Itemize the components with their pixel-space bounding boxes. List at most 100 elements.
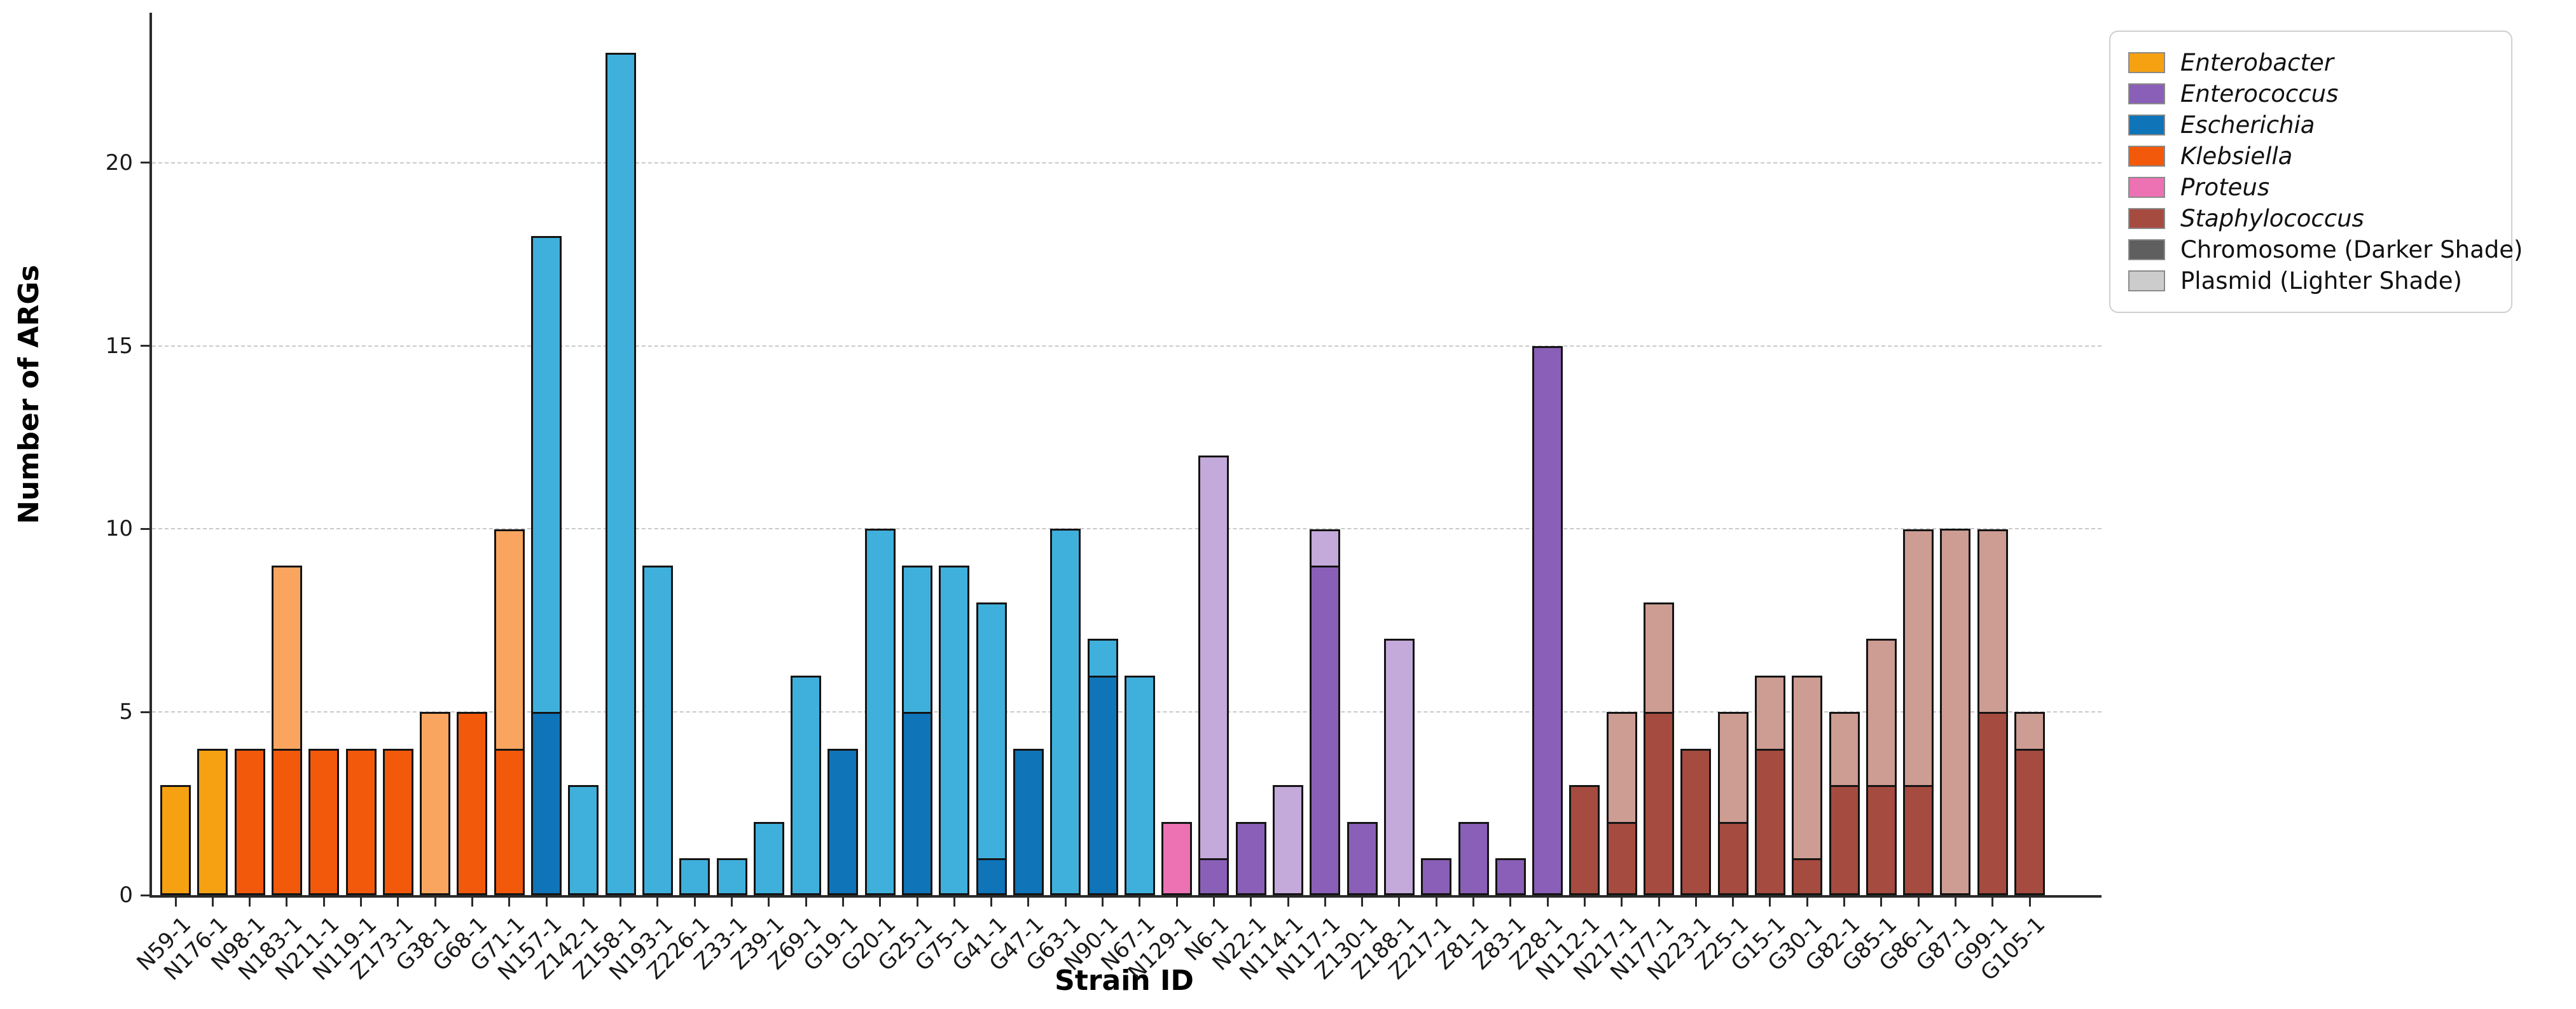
legend-label-escherichia: Escherichia <box>2180 111 2315 139</box>
x-tick-mark-N98-1 <box>249 898 251 907</box>
y-tick-label-15: 15 <box>105 333 133 359</box>
bar-Z173-1 <box>382 13 413 895</box>
y-tick-mark-15 <box>141 345 149 347</box>
bar-G47-1-chromosome <box>1013 748 1044 895</box>
bar-N183-1-plasmid <box>271 566 302 751</box>
y-tick-mark-5 <box>141 711 149 713</box>
x-tick-mark-N223-1 <box>1694 898 1697 907</box>
x-tick-mark-Z81-1 <box>1472 898 1474 907</box>
legend-item-enterococcus: Enterococcus <box>2128 78 2493 109</box>
bar-Z130-1-chromosome <box>1347 821 1378 895</box>
x-tick-mark-N193-1 <box>656 898 659 907</box>
x-tick-mark-G30-1 <box>1806 898 1808 907</box>
x-tick-mark-N176-1 <box>211 898 214 907</box>
x-tick-mark-G85-1 <box>1880 898 1883 907</box>
bar-Z217-1 <box>1421 13 1452 895</box>
legend-swatch-chromosome <box>2128 239 2165 260</box>
legend-swatch-enterobacter <box>2128 52 2165 73</box>
bar-G15-1-plasmid <box>1754 675 1785 751</box>
bar-G41-1-plasmid <box>976 602 1007 861</box>
bar-N59-1 <box>160 13 191 895</box>
legend-swatch-staphylococcus <box>2128 208 2165 229</box>
y-tick-label-5: 5 <box>119 699 133 725</box>
x-tick-mark-G41-1 <box>990 898 993 907</box>
bar-N119-1 <box>345 13 377 895</box>
y-tick-mark-20 <box>141 162 149 164</box>
x-tick-mark-Z173-1 <box>397 898 399 907</box>
bar-N157-1-chromosome <box>531 712 562 895</box>
x-tick-mark-G68-1 <box>471 898 473 907</box>
bar-Z158-1-plasmid <box>605 53 636 895</box>
x-tick-mark-N129-1 <box>1175 898 1178 907</box>
x-tick-mark-Z39-1 <box>768 898 770 907</box>
bar-G82-1-plasmid <box>1829 712 1860 788</box>
bar-G68-1-chromosome <box>457 712 488 895</box>
gridline-15 <box>152 345 2102 347</box>
x-tick-mark-G15-1 <box>1769 898 1771 907</box>
x-tick-mark-Z158-1 <box>620 898 622 907</box>
x-tick-mark-G20-1 <box>879 898 882 907</box>
legend-item-proteus: Proteus <box>2128 172 2493 203</box>
bar-N183-1 <box>271 13 302 895</box>
x-tick-mark-N112-1 <box>1583 898 1586 907</box>
bar-N119-1-chromosome <box>345 748 377 895</box>
x-tick-mark-N67-1 <box>1139 898 1141 907</box>
legend-label-enterobacter: Enterobacter <box>2180 49 2334 76</box>
bar-Z25-1-plasmid <box>1717 712 1748 824</box>
bar-G86-1-chromosome <box>1903 785 1934 895</box>
x-tick-mark-Z28-1 <box>1546 898 1549 907</box>
x-tick-mark-G99-1 <box>1991 898 1994 907</box>
x-tick-mark-N119-1 <box>360 898 362 907</box>
bar-N211-1-chromosome <box>308 748 340 895</box>
y-tick-label-10: 10 <box>105 516 133 542</box>
gridline-20 <box>152 162 2102 164</box>
bar-Z33-1-plasmid <box>716 858 747 895</box>
bar-Z25-1-chromosome <box>1717 821 1748 895</box>
bar-G30-1-plasmid <box>1792 675 1823 861</box>
bar-Z130-1 <box>1347 13 1378 895</box>
y-tick-label-0: 0 <box>119 882 133 908</box>
x-tick-mark-Z25-1 <box>1732 898 1735 907</box>
bar-N114-1-plasmid <box>1273 785 1303 895</box>
bar-N193-1 <box>642 13 673 895</box>
legend-swatch-escherichia <box>2128 115 2165 136</box>
bar-G75-1 <box>939 13 970 895</box>
x-axis-title: Strain ID <box>1055 964 1194 997</box>
x-tick-mark-G71-1 <box>508 898 511 907</box>
x-tick-mark-Z142-1 <box>582 898 585 907</box>
bar-Z188-1-plasmid <box>1383 639 1415 895</box>
legend-label-enterococcus: Enterococcus <box>2180 80 2339 108</box>
legend-item-chromosome: Chromosome (Darker Shade) <box>2128 234 2523 265</box>
x-tick-mark-G38-1 <box>434 898 436 907</box>
bar-G105-1-chromosome <box>2014 748 2045 895</box>
x-tick-mark-Z33-1 <box>731 898 733 907</box>
legend-label-staphylococcus: Staphylococcus <box>2180 205 2364 232</box>
bar-Z83-1 <box>1495 13 1526 895</box>
bar-G99-1-plasmid <box>1977 529 2008 714</box>
x-tick-mark-Z226-1 <box>693 898 696 907</box>
bar-N22-1-chromosome <box>1235 821 1266 895</box>
bar-N98-1 <box>234 13 265 895</box>
bar-N117-1-plasmid <box>1310 529 1341 568</box>
bar-G71-1-plasmid <box>494 529 525 751</box>
bar-Z173-1-chromosome <box>382 748 413 895</box>
bar-G87-1-plasmid <box>1940 529 1971 895</box>
bar-N114-1 <box>1273 13 1303 895</box>
x-tick-mark-N59-1 <box>174 898 177 907</box>
bar-G47-1 <box>1013 13 1044 895</box>
x-tick-mark-N177-1 <box>1658 898 1660 907</box>
bar-Z217-1-chromosome <box>1421 858 1452 895</box>
bar-N211-1 <box>308 13 340 895</box>
bar-Z158-1 <box>605 13 636 895</box>
legend-swatch-enterococcus <box>2128 83 2165 104</box>
bar-Z142-1 <box>568 13 599 895</box>
legend: Enterobacter Enterococcus Escherichia Klebs… <box>2109 31 2523 313</box>
bar-N157-1 <box>531 13 562 895</box>
x-tick-mark-N114-1 <box>1287 898 1289 907</box>
legend-item-klebsiella: Klebsiella <box>2128 141 2493 172</box>
bar-N217-1-chromosome <box>1606 821 1637 895</box>
legend-item-enterobacter: Enterobacter <box>2128 47 2493 78</box>
bar-N90-1-plasmid <box>1087 639 1118 678</box>
bar-G85-1-plasmid <box>1866 639 1897 788</box>
